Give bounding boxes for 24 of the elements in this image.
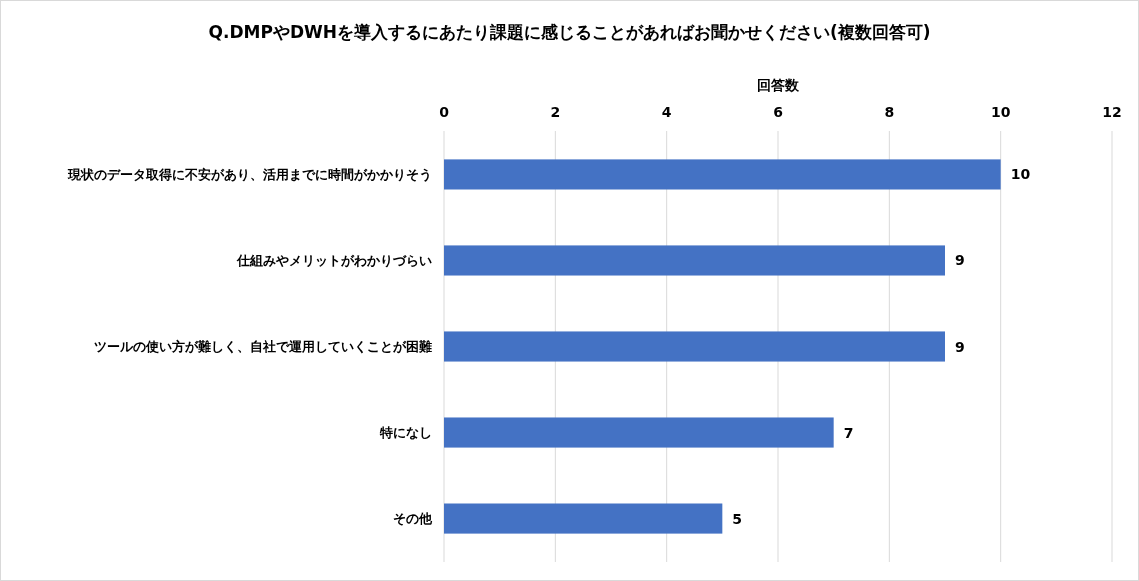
data-label: 7 bbox=[843, 424, 854, 441]
y-tick-label: その他 bbox=[393, 511, 433, 527]
x-tick-label: 10 bbox=[990, 104, 1011, 120]
bar bbox=[444, 245, 945, 276]
x-tick-label: 12 bbox=[1102, 104, 1122, 120]
x-axis-title: 回答数 bbox=[757, 77, 800, 93]
data-label: 9 bbox=[955, 338, 965, 355]
x-tick-label: 6 bbox=[773, 104, 783, 120]
x-tick-label: 2 bbox=[550, 104, 561, 120]
data-label: 9 bbox=[955, 252, 965, 269]
chart-title: Q.DMPやDWHを導入するにあたり課題に感じることがあればお聞かせください(複数回答可) bbox=[208, 22, 931, 42]
bar bbox=[444, 159, 1001, 190]
data-label: 5 bbox=[732, 510, 743, 527]
x-tick-label: 0 bbox=[439, 104, 450, 120]
x-tick-label: 8 bbox=[884, 104, 895, 120]
x-tick-label: 4 bbox=[661, 104, 672, 120]
y-tick-label: 現状のデータ取得に不安があり、活用までに時間がかかりそう bbox=[67, 166, 432, 182]
bar bbox=[444, 417, 834, 448]
bar bbox=[444, 503, 723, 534]
y-tick-label: 仕組みやメリットがわかりづらい bbox=[236, 252, 432, 268]
data-label: 10 bbox=[1010, 166, 1031, 183]
bar bbox=[444, 331, 945, 362]
y-tick-label: 特になし bbox=[379, 425, 432, 441]
y-tick-label: ツールの使い方が難しく、自社で運用していくことが困難 bbox=[94, 339, 432, 354]
